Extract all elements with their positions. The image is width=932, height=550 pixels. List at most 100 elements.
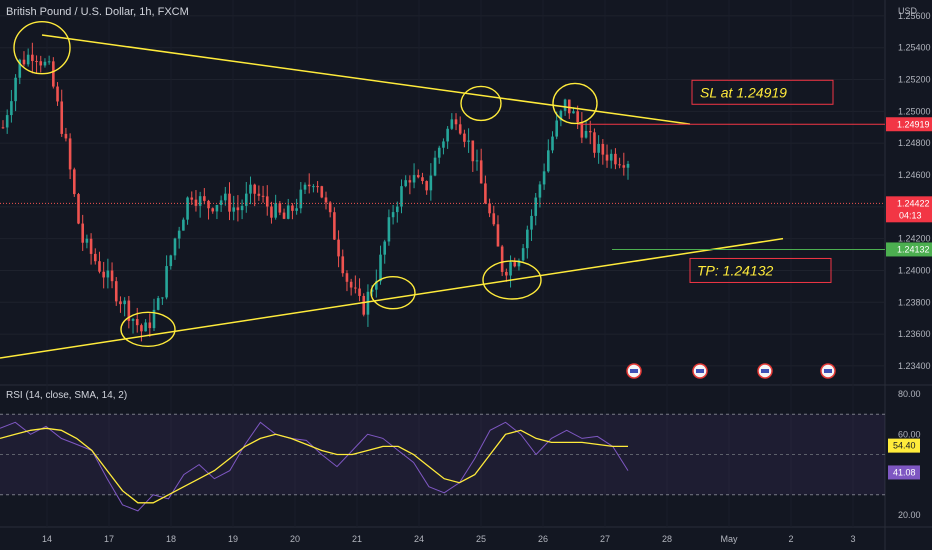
time-tick-label: 3	[850, 534, 855, 544]
candle-body	[496, 224, 500, 247]
candle-body	[140, 325, 143, 332]
swing-circle	[482, 260, 542, 300]
candle-body	[500, 246, 504, 272]
candle-body	[219, 200, 223, 206]
candle-body	[265, 196, 269, 207]
candle-body	[131, 319, 135, 321]
candle-body	[509, 262, 512, 276]
rsi-indicator-label: RSI (14, close, SMA, 14, 2)	[6, 390, 128, 401]
candle-body	[312, 186, 315, 188]
candle-body	[35, 61, 38, 63]
candle-body	[232, 207, 236, 212]
candle-body	[215, 205, 219, 212]
price-tick-label: 1.25200	[898, 75, 931, 85]
candle-body	[106, 270, 110, 278]
time-tick-label: May	[720, 534, 738, 544]
candle-body	[366, 291, 370, 315]
candle-body	[68, 138, 72, 170]
candle-body	[291, 205, 294, 211]
candle-body	[601, 143, 605, 155]
candle-body	[114, 281, 118, 302]
candle-body	[425, 181, 428, 191]
candle-body	[98, 261, 101, 272]
candle-body	[559, 110, 563, 121]
time-tick-label: 25	[476, 534, 486, 544]
candle-body	[530, 215, 533, 230]
candle-body	[307, 184, 311, 187]
candle-body	[173, 238, 177, 256]
time-tick-label: 14	[42, 534, 52, 544]
swing-circle	[552, 82, 598, 125]
price-tick-label: 1.25600	[898, 11, 931, 21]
candle-body	[18, 59, 22, 78]
candle-body	[77, 194, 80, 224]
candle-body	[135, 319, 139, 326]
candle-body	[467, 140, 470, 142]
candle-body	[551, 136, 554, 151]
candle-body	[358, 288, 361, 296]
swing-circle	[460, 85, 502, 122]
candle-body	[437, 147, 441, 158]
candle-body	[442, 141, 445, 148]
candle-body	[458, 124, 462, 134]
tp-price-badge-bg	[886, 242, 932, 257]
candle-body	[580, 122, 584, 138]
candle-body	[588, 130, 592, 133]
candle-body	[31, 54, 34, 62]
candle-body	[203, 196, 206, 201]
rsi-band-fill	[0, 414, 885, 495]
candle-body	[110, 270, 114, 282]
candle-body	[555, 120, 558, 137]
rsi-ma-line	[0, 427, 628, 504]
candle-body	[60, 101, 64, 134]
candle-body	[47, 61, 51, 63]
candle-body	[52, 61, 55, 87]
price-tick-label: 1.23600	[898, 329, 931, 339]
candle-body	[429, 175, 433, 191]
candle-body	[387, 217, 391, 242]
candle-body	[517, 260, 521, 267]
candle-body	[295, 208, 298, 211]
swing-circle	[120, 311, 176, 348]
sl-annotation-label: SL at 1.24919	[700, 84, 787, 100]
candle-body	[605, 154, 609, 161]
sl-price-badge-bg	[886, 117, 932, 132]
candle-body	[14, 77, 17, 102]
candle-body	[240, 205, 244, 211]
price-tick-label: 1.25000	[898, 106, 931, 116]
candle-body	[534, 197, 538, 216]
candle-body	[349, 281, 353, 288]
candle-body	[526, 229, 529, 249]
candle-body	[144, 322, 147, 332]
candle-body	[400, 186, 403, 207]
candle-body	[123, 300, 126, 305]
tp-annotation-box	[689, 257, 832, 283]
candle-body	[1, 127, 5, 129]
candle-body	[10, 101, 13, 116]
candle-body	[618, 164, 621, 166]
candle-body	[614, 153, 617, 165]
candle-body	[274, 203, 277, 218]
time-tick-label: 27	[600, 534, 610, 544]
candle-body	[244, 193, 248, 206]
candle-body	[119, 301, 122, 305]
current-price-badge-bg	[886, 196, 932, 223]
currency-label: USD	[898, 6, 918, 16]
candle-body	[450, 119, 454, 129]
candle-body	[316, 186, 319, 188]
candle-body	[505, 271, 508, 276]
candle-body	[270, 206, 273, 218]
candle-body	[597, 143, 600, 153]
candle-body	[484, 183, 487, 204]
candle-body	[253, 184, 256, 194]
candle-body	[22, 59, 26, 65]
candle-body	[576, 111, 579, 123]
candle-body	[383, 241, 387, 255]
candle-body	[521, 248, 525, 261]
candle-body	[299, 189, 303, 209]
rsi-ma-value-badge: 41.08	[893, 467, 916, 477]
candle-body	[286, 205, 290, 219]
price-tick-label: 1.24600	[898, 170, 931, 180]
candle-body	[211, 208, 215, 212]
